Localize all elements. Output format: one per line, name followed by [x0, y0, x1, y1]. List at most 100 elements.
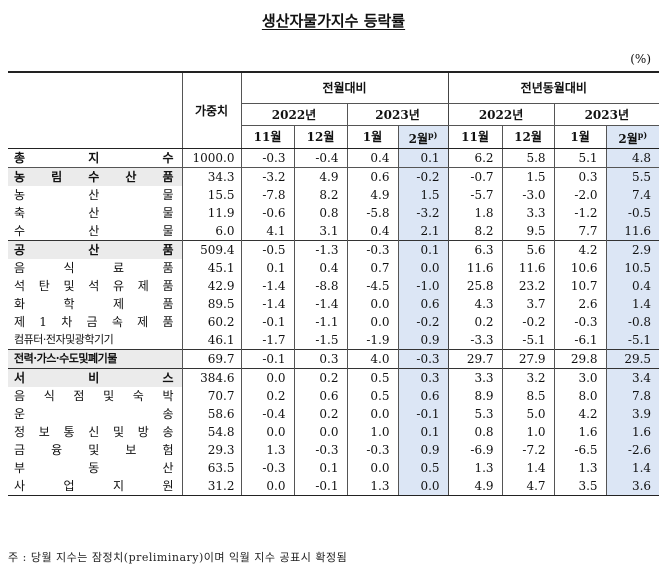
- table-body: 총 지 수 1000.0 -0.3 -0.4 0.4 0.1 6.2 5.8 5.1 4.8 농 림…: [8, 148, 660, 496]
- value-cell: 5.0: [501, 405, 555, 423]
- table-row: 총 지 수 1000.0 -0.3 -0.4 0.4 0.1 6.2 5.8 5.1 4.8: [8, 148, 660, 168]
- value-cell: 0.8: [293, 204, 347, 222]
- value-cell: 10.6: [553, 259, 607, 277]
- row-label: 화 학 제 품: [14, 297, 174, 311]
- value-cell: 4.9: [293, 167, 347, 186]
- value-cell: 0.1: [397, 423, 449, 441]
- table-row: 음 식 료 품 45.1 0.1 0.4 0.7 0.0 11.6 11.6 10.6 10.5: [8, 259, 660, 277]
- value-cell: 2.9: [605, 240, 660, 259]
- row-label: 사 업 지 원: [8, 477, 182, 496]
- value-cell: -0.3: [397, 349, 449, 369]
- yoy-m2-header: 2월p): [605, 125, 660, 149]
- value-cell: -0.5: [240, 240, 294, 259]
- table-row: 석 탄 및 석 유 제 품 42.9 -1.4 -8.8 -4.5 -1.0 25.8 23.…: [8, 277, 660, 295]
- weight-cell: 11.9: [181, 204, 241, 222]
- value-cell: 0.5: [346, 387, 398, 405]
- page-title: 생산자물가지수 등락률: [261, 12, 406, 30]
- value-cell: 0.4: [293, 259, 347, 277]
- table-row: 농 산 물 15.5 -7.8 8.2 4.9 1.5 -5.7 -3.0 -2.0 7.4: [8, 186, 660, 204]
- value-cell: 3.9: [605, 405, 660, 423]
- value-cell: 1.3: [240, 441, 294, 459]
- value-cell: -0.3: [240, 148, 294, 168]
- value-cell: 29.5: [605, 349, 660, 369]
- yoy-header: 전년동월대비: [447, 71, 660, 104]
- weight-cell: 58.6: [181, 405, 241, 423]
- weight-cell: 69.7: [181, 349, 241, 369]
- value-cell: -0.4: [240, 405, 294, 423]
- value-cell: 0.4: [346, 222, 398, 241]
- value-cell: 4.1: [240, 222, 294, 241]
- value-cell: 2.6: [553, 295, 607, 313]
- value-cell: -4.5: [346, 277, 398, 295]
- value-cell: 8.5: [501, 387, 555, 405]
- value-cell: -0.3: [293, 441, 347, 459]
- value-cell: 4.9: [346, 186, 398, 204]
- value-cell: 11.6: [605, 222, 660, 241]
- table-row: 농 림 수 산 품 34.3 -3.2 4.9 0.6 -0.2 -0.7 1.5 0.3 5.5: [8, 167, 660, 186]
- value-cell: 1.3: [346, 477, 398, 496]
- table-row: 사 업 지 원 31.2 0.0 -0.1 1.3 0.0 4.9 4.7 3.5 3.6: [8, 477, 660, 496]
- row-label: 음 식 점 및 숙 박: [14, 389, 174, 403]
- value-cell: 0.5: [397, 459, 449, 477]
- table-row: 운 송 58.6 -0.4 0.2 0.0 -0.1 5.3 5.0 4.2 3.9: [8, 405, 660, 423]
- row-label: 농 림 수 산 품: [8, 167, 182, 186]
- value-cell: 3.2: [501, 368, 555, 387]
- value-cell: 3.1: [293, 222, 347, 241]
- value-cell: -0.1: [397, 405, 449, 423]
- value-cell: 5.1: [553, 148, 607, 168]
- value-cell: -3.3: [447, 331, 503, 350]
- row-label: 총 지 수: [8, 148, 182, 168]
- value-cell: -0.3: [240, 459, 294, 477]
- value-cell: -2.6: [605, 441, 660, 459]
- value-cell: 0.1: [397, 148, 449, 168]
- mom-m12-header: 12월: [293, 125, 347, 149]
- value-cell: 9.5: [501, 222, 555, 241]
- value-cell: 0.0: [240, 368, 294, 387]
- weight-cell: 31.2: [181, 477, 241, 496]
- value-cell: -1.2: [553, 204, 607, 222]
- value-cell: 0.1: [397, 240, 449, 259]
- weight-cell: 29.3: [181, 441, 241, 459]
- row-label: 농 산 물: [14, 188, 174, 202]
- table-row: 축 산 물 11.9 -0.6 0.8 -5.8 -3.2 1.8 3.3 -1.2 -0.5: [8, 204, 660, 222]
- value-cell: 29.8: [553, 349, 607, 369]
- value-cell: -3.2: [397, 204, 449, 222]
- value-cell: -5.1: [605, 331, 660, 350]
- value-cell: 0.3: [397, 368, 449, 387]
- value-cell: -0.2: [501, 313, 555, 331]
- value-cell: 1.4: [501, 459, 555, 477]
- value-cell: -1.0: [397, 277, 449, 295]
- weight-cell: 509.4: [181, 240, 241, 259]
- row-label: 제 1 차 금 속 제 품: [14, 315, 174, 329]
- value-cell: 3.4: [605, 368, 660, 387]
- value-cell: 1.4: [605, 295, 660, 313]
- value-cell: 5.3: [447, 405, 503, 423]
- value-cell: 0.2: [293, 405, 347, 423]
- value-cell: -1.4: [240, 295, 294, 313]
- value-cell: 0.4: [346, 148, 398, 168]
- yoy-2022-header: 2022년: [447, 103, 555, 126]
- row-label: 컴퓨터·전자및광학기기: [14, 333, 114, 346]
- value-cell: 8.9: [447, 387, 503, 405]
- weight-cell: 60.2: [181, 313, 241, 331]
- value-cell: 6.2: [447, 148, 503, 168]
- row-label: 금 융 및 보 험: [14, 443, 174, 457]
- value-cell: 25.8: [447, 277, 503, 295]
- value-cell: -8.8: [293, 277, 347, 295]
- yoy-m12-header: 12월: [501, 125, 555, 149]
- price-index-table: 가중치 전월대비 전년동월대비 2022년 2023년 2022년 2023년 …: [8, 71, 660, 496]
- table-row: 제 1 차 금 속 제 품 60.2 -0.1 -1.1 0.0 -0.2 0.2 -0.2-…: [8, 313, 660, 331]
- weight-cell: 1000.0: [181, 148, 241, 168]
- value-cell: -7.2: [501, 441, 555, 459]
- value-cell: 10.5: [605, 259, 660, 277]
- value-cell: 0.5: [346, 368, 398, 387]
- table-row: 수 산 물 6.0 4.1 3.1 0.4 2.1 8.2 9.5 7.7 11.6: [8, 222, 660, 241]
- table-row: 부 동 산 63.5 -0.3 0.1 0.0 0.5 1.3 1.4 1.3 1.4: [8, 459, 660, 477]
- mom-m11-header: 11월: [240, 125, 294, 149]
- mom-m2-header: 2월p): [397, 125, 449, 149]
- value-cell: -0.5: [605, 204, 660, 222]
- weight-cell: 89.5: [181, 295, 241, 313]
- row-label: 공 산 품: [8, 240, 182, 259]
- value-cell: -5.7: [447, 186, 503, 204]
- value-cell: 0.0: [346, 405, 398, 423]
